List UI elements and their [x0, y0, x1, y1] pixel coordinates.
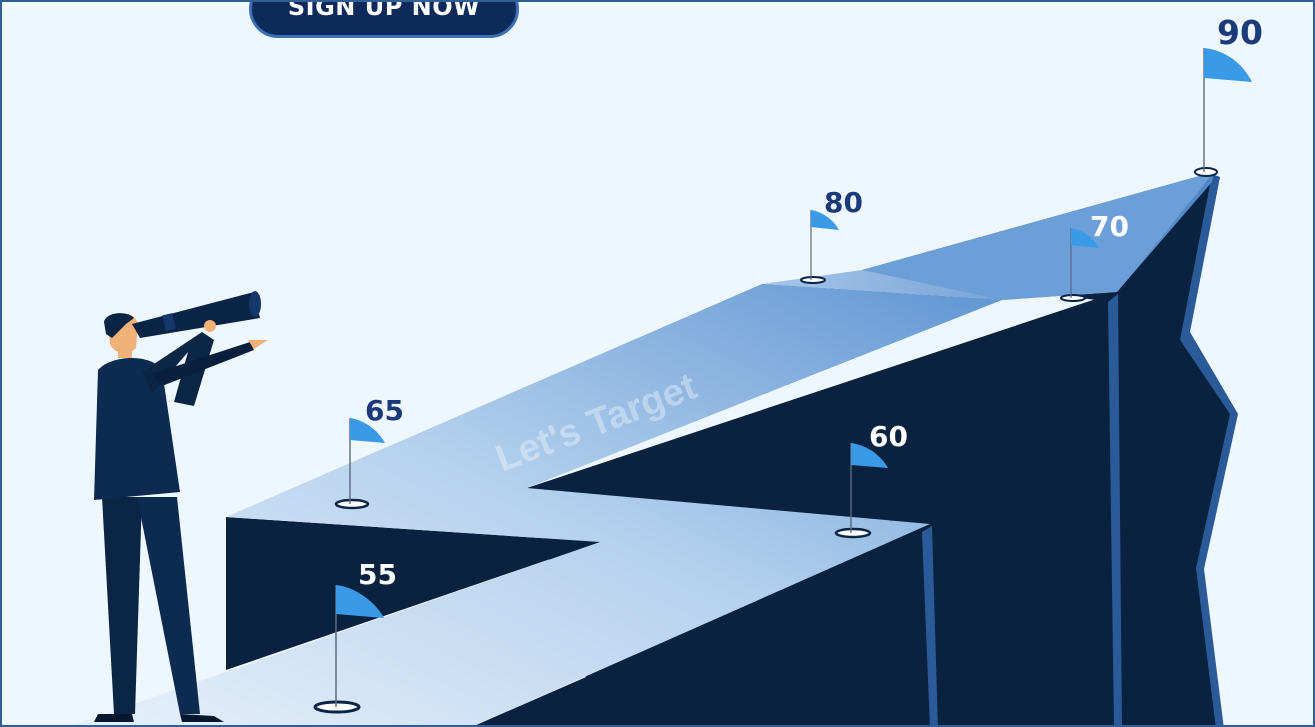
- cliff-front: [476, 527, 937, 725]
- milestone-65: 65: [365, 394, 404, 427]
- milestone-90: 90: [1217, 13, 1263, 52]
- flag-65: [334, 418, 385, 510]
- cliff-front-edge: [922, 526, 938, 725]
- businessman-with-telescope: [94, 291, 268, 722]
- milestone-55: 55: [358, 558, 397, 591]
- cliff-lower-left: [226, 517, 600, 670]
- milestone-70: 70: [1090, 210, 1129, 243]
- flag-80: [800, 210, 839, 284]
- cliff-right: [862, 172, 1234, 725]
- milestone-80: 80: [824, 186, 863, 219]
- flag-90: [1194, 48, 1252, 177]
- zigzag-path-top-strip: [862, 172, 1214, 300]
- flag-70: [1060, 228, 1099, 302]
- cliff-right-edge: [1180, 174, 1238, 725]
- cliff-middle-edge: [1108, 294, 1122, 725]
- flag-55: [313, 585, 384, 714]
- zigzag-path: [73, 284, 1002, 725]
- sign-up-button[interactable]: SIGN UP NOW: [249, 2, 519, 38]
- flag-60: [834, 443, 888, 539]
- milestone-60: 60: [869, 420, 908, 453]
